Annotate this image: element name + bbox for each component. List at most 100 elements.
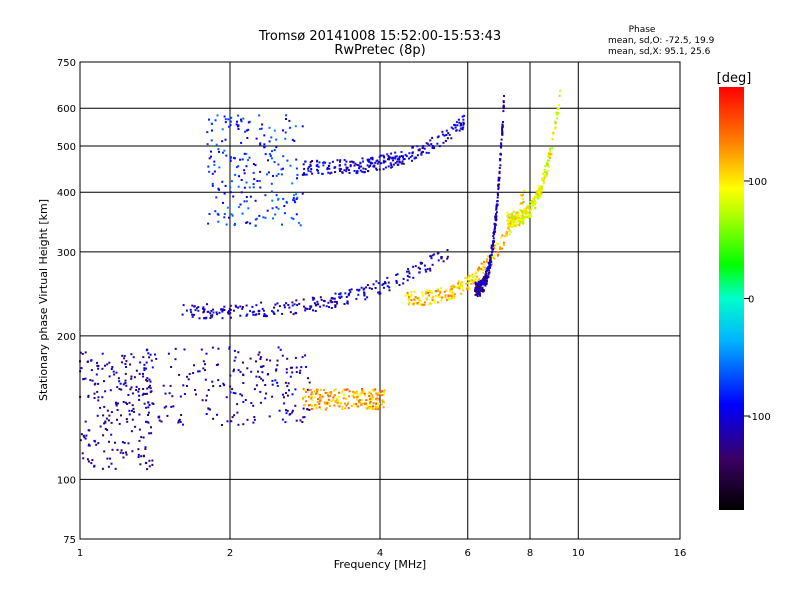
data-point (282, 197, 285, 200)
data-point (310, 396, 313, 399)
data-point (274, 213, 277, 216)
data-point (222, 151, 224, 154)
data-point (425, 290, 428, 293)
data-point (209, 408, 211, 411)
data-point (310, 393, 313, 396)
data-point (265, 392, 268, 395)
data-point (152, 403, 155, 405)
data-point (81, 452, 84, 455)
data-point (238, 206, 241, 209)
data-point (134, 425, 137, 428)
data-point (334, 306, 337, 308)
data-point (224, 138, 227, 141)
data-point (357, 399, 360, 402)
data-point (446, 137, 449, 140)
data-point (427, 291, 429, 294)
data-point (460, 283, 463, 286)
data-point (364, 168, 367, 171)
data-point (309, 403, 312, 406)
data-point (492, 244, 495, 247)
data-point (226, 420, 229, 423)
data-point (230, 116, 233, 119)
data-point (493, 229, 496, 232)
data-point (372, 407, 375, 410)
data-point (387, 158, 389, 161)
data-point (103, 405, 106, 408)
data-point (522, 193, 525, 196)
data-point (500, 143, 503, 146)
data-point (114, 441, 116, 444)
data-point (375, 402, 378, 405)
data-point (213, 163, 216, 166)
data-point (324, 408, 327, 411)
data-point (339, 293, 342, 296)
data-point (429, 267, 431, 270)
data-point (277, 346, 280, 349)
data-point (285, 412, 288, 415)
data-point (356, 398, 358, 401)
data-point (212, 417, 215, 420)
data-point (148, 465, 151, 468)
data-point (110, 433, 113, 436)
data-point (336, 397, 339, 400)
data-point (466, 286, 469, 289)
y-tick-label: 300 (57, 248, 76, 259)
data-point (362, 390, 365, 393)
data-point (377, 282, 380, 285)
data-point (443, 134, 446, 137)
data-point (120, 388, 123, 391)
data-point (411, 146, 414, 149)
data-point (208, 157, 211, 160)
data-point (193, 305, 196, 308)
data-point (438, 295, 441, 298)
data-point (309, 170, 312, 173)
data-point (102, 414, 105, 417)
data-point (484, 268, 487, 271)
data-point (479, 294, 481, 297)
data-point (104, 420, 107, 423)
data-point (204, 378, 207, 381)
data-point (343, 169, 346, 172)
data-point (221, 180, 224, 183)
data-point (552, 131, 555, 134)
data-point (338, 296, 341, 299)
data-point (546, 161, 549, 164)
data-point (336, 159, 339, 162)
data-point (245, 314, 248, 317)
data-point (104, 421, 107, 424)
data-point (352, 390, 355, 393)
data-point (279, 348, 282, 351)
data-point (380, 154, 383, 157)
data-point (392, 163, 395, 166)
data-point (232, 156, 235, 159)
data-point (145, 420, 147, 423)
data-point (508, 222, 511, 225)
data-point (221, 309, 224, 312)
data-point (211, 182, 214, 185)
data-point (123, 355, 126, 357)
data-point (370, 395, 373, 398)
data-point (137, 390, 140, 393)
data-point (306, 388, 309, 391)
data-point (144, 462, 147, 465)
data-point (111, 448, 114, 451)
data-point (424, 292, 427, 295)
data-point (500, 236, 502, 239)
data-point (207, 407, 210, 410)
data-point (239, 393, 242, 396)
data-point (407, 303, 410, 306)
data-point (369, 161, 372, 164)
data-point (218, 166, 221, 169)
data-point (372, 398, 374, 401)
data-point (110, 462, 113, 465)
data-point (450, 295, 453, 297)
data-point (495, 208, 498, 211)
data-point (518, 217, 521, 219)
data-point (252, 404, 255, 407)
data-point (187, 378, 190, 381)
data-point (455, 286, 458, 289)
data-point (521, 198, 524, 201)
data-point (108, 440, 110, 443)
data-point (394, 155, 397, 158)
data-point (345, 170, 348, 173)
